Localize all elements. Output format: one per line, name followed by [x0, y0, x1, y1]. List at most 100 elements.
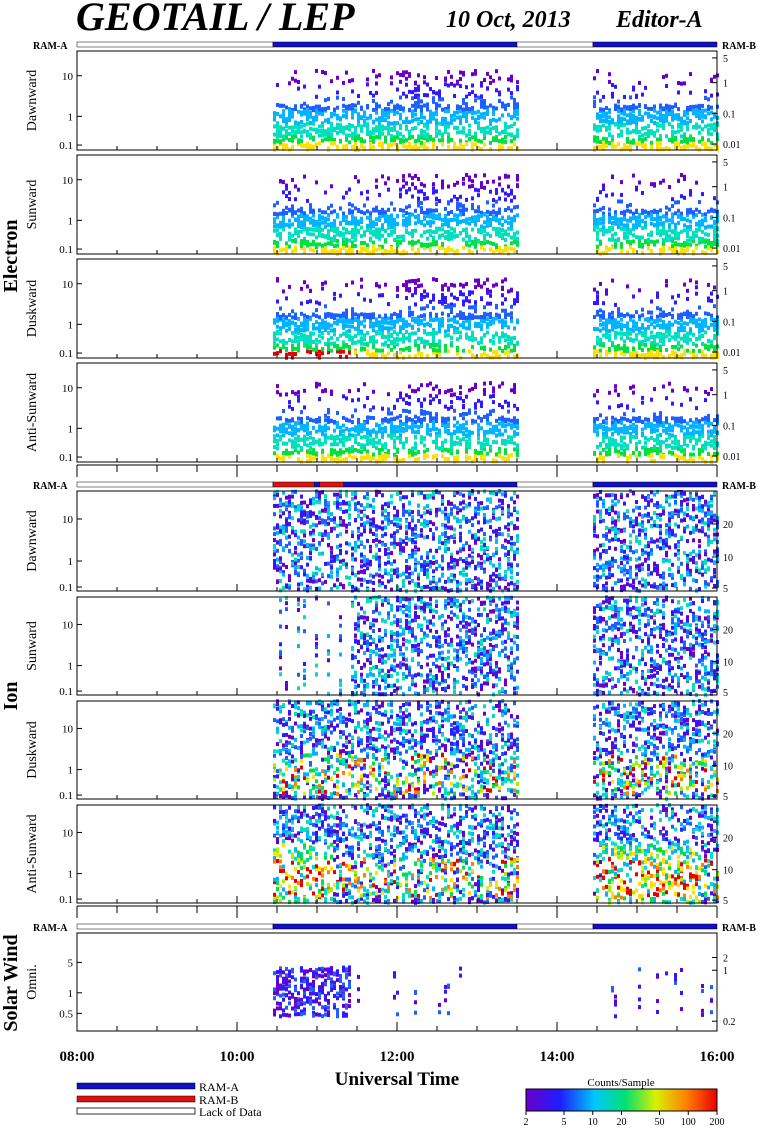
spectrogram-cell [507, 146, 510, 151]
spectrogram-cell [653, 104, 656, 109]
spectrogram-cell [710, 343, 713, 348]
spectrogram-cell [426, 196, 429, 201]
spectrogram-cell [623, 122, 626, 127]
spectrogram-cell [402, 213, 405, 218]
spectrogram-cell [704, 244, 707, 249]
spectrogram-cell [605, 119, 608, 124]
spectrogram-cell [363, 112, 366, 117]
spectrogram-cell [387, 220, 390, 225]
spectrogram-cell [300, 225, 303, 230]
spectrogram-cell [638, 235, 641, 240]
spectrogram-cell [366, 456, 369, 461]
spectrogram-cell [387, 115, 390, 120]
spectrogram-cell [273, 124, 276, 129]
spectrogram-cell [351, 420, 354, 425]
spectrogram-cell [498, 117, 501, 122]
spectrogram-cell [602, 232, 605, 237]
spectrogram-cell [288, 404, 291, 409]
spectrogram-cell [483, 130, 486, 135]
spectrogram-cell [435, 91, 438, 96]
spectrogram-cell [417, 284, 420, 289]
spectrogram-cell [510, 116, 513, 121]
spectrogram-cell [384, 216, 387, 221]
spectrogram-cell [647, 211, 650, 215]
spectrogram-cell [357, 339, 360, 344]
spectrogram-cell [441, 142, 444, 147]
spectrogram-cell [357, 112, 360, 117]
spectrogram-cell [453, 283, 456, 288]
spectrogram-cell [623, 232, 626, 237]
spectrogram-cell [468, 290, 471, 295]
spectrogram-cell [342, 344, 345, 349]
spectrogram-cell [608, 247, 611, 252]
spectrogram-cell [303, 325, 306, 329]
spectrogram-cell [659, 103, 662, 108]
spectrogram-cell [686, 111, 689, 116]
spectrogram-cell [444, 221, 447, 226]
spectrogram-cell [504, 246, 507, 251]
spectrogram-cell [333, 442, 336, 447]
spectrogram-cell [294, 335, 297, 339]
spectrogram-cell [378, 314, 381, 319]
spectrogram-cell [656, 350, 659, 355]
spectrogram-cell [701, 111, 704, 116]
spectrogram-cell [420, 120, 423, 124]
spectrogram-cell [285, 421, 288, 426]
spectrogram-cell [489, 80, 492, 85]
spectrogram-cell [330, 442, 333, 447]
spectrogram-cell [668, 104, 671, 109]
spectrogram [273, 381, 719, 464]
spectrogram-cell [504, 277, 507, 282]
spectrogram-cell [650, 353, 653, 357]
spectrogram-cell [611, 192, 614, 197]
spectrogram-cell [315, 130, 318, 135]
spectrogram-cell [593, 326, 596, 331]
spectrogram-cell [474, 278, 477, 283]
spectrogram-cell [420, 132, 423, 137]
spectrogram-cell [704, 239, 707, 244]
spectrogram-cell [629, 107, 632, 112]
spectrogram-cell [429, 323, 432, 328]
spectrogram-cell [327, 105, 330, 110]
spectrogram-cell [471, 90, 474, 95]
spectrogram-cell [333, 419, 336, 424]
spectrogram-cell [507, 289, 510, 294]
spectrogram-cell [411, 243, 414, 248]
spectrogram-cell [423, 322, 426, 327]
spectrogram-cell [608, 220, 611, 225]
spectrogram-cell [665, 326, 668, 331]
spectrogram-cell [471, 106, 474, 110]
spectrogram-cell [605, 335, 608, 340]
spectrogram-cell [447, 333, 450, 338]
spectrogram-cell [408, 346, 411, 350]
spectrogram-cell [402, 70, 405, 75]
spectrogram-cell [381, 454, 384, 459]
spectrogram-cell [312, 213, 315, 218]
spectrogram-cell [342, 331, 345, 336]
spectrogram-cell [629, 209, 632, 214]
spectrogram-cell [309, 216, 312, 221]
spectrogram-cell [378, 227, 381, 232]
spectrogram-cell [420, 189, 423, 194]
spectrogram-cell [312, 241, 315, 246]
spectrogram-cell [462, 98, 465, 102]
spectrogram-cell [390, 81, 393, 86]
spectrogram-cell [414, 339, 417, 344]
spectrogram-cell [357, 442, 360, 446]
spectrogram-cell [312, 146, 315, 151]
spectrogram-cell [429, 109, 432, 114]
spectrogram-cell [659, 251, 662, 255]
spectrogram-cell [387, 176, 390, 181]
spectrogram-cell [414, 215, 417, 220]
spectrogram-cell [468, 128, 471, 133]
spectrogram-cell [617, 109, 620, 114]
spectrogram-cell [683, 349, 686, 354]
spectrogram-cell [399, 317, 402, 322]
spectrogram-cell [480, 340, 483, 345]
spectrogram-cell [441, 118, 444, 123]
spectrogram-cell [713, 285, 716, 290]
spectrogram-cell [321, 123, 324, 128]
spectrogram-cell [342, 313, 345, 318]
spectrogram-cell [653, 223, 656, 228]
spectrogram-cell [507, 77, 510, 82]
